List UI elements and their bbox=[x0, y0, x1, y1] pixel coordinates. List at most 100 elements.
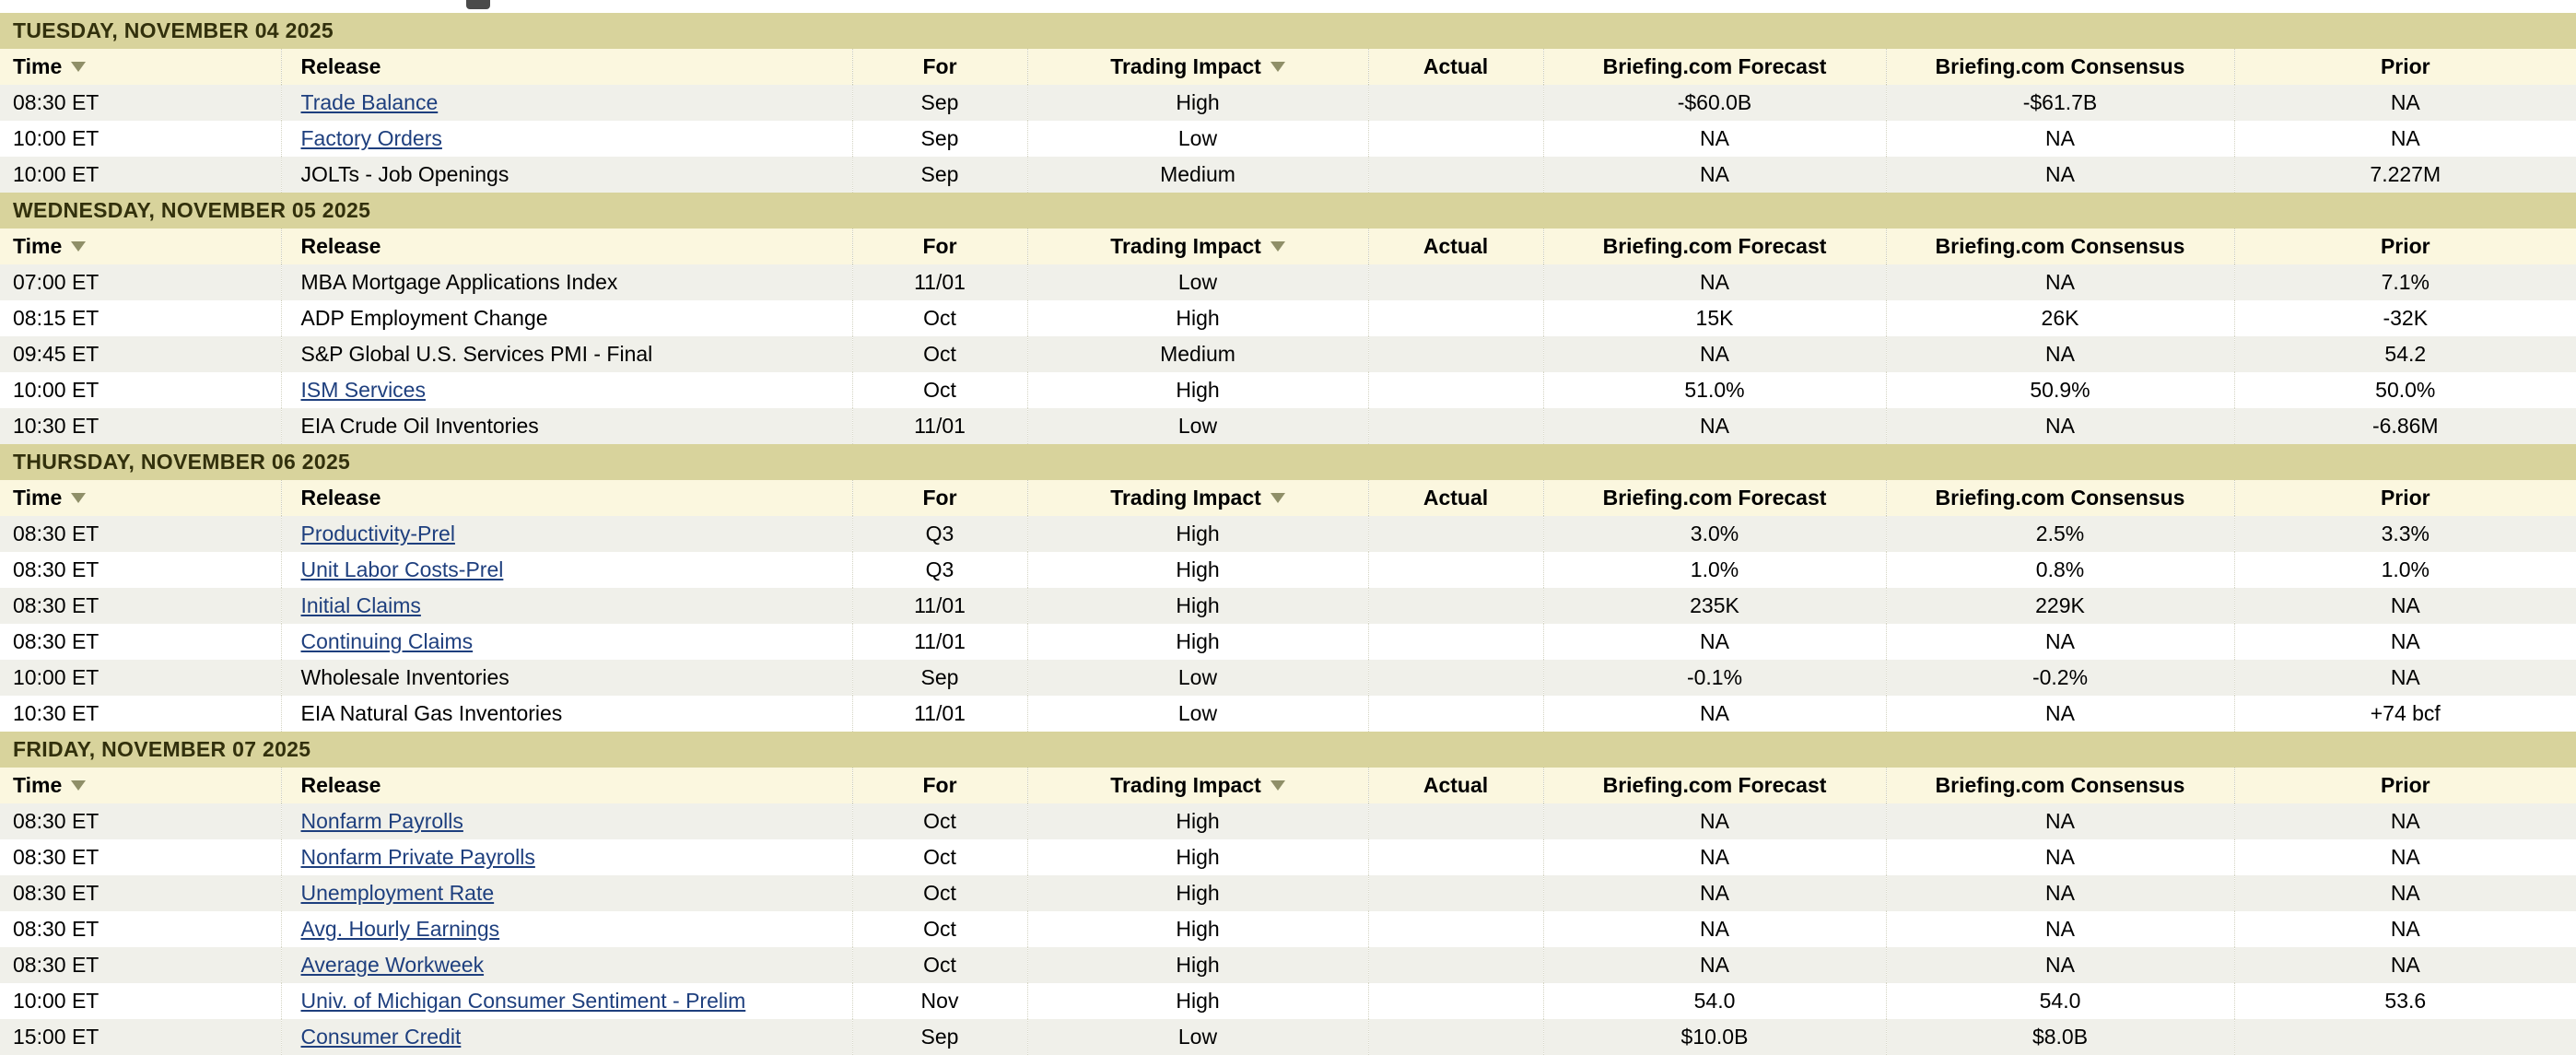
time-cell: 08:30 ET bbox=[0, 947, 282, 983]
release-link[interactable]: Average Workweek bbox=[300, 953, 485, 977]
actual-cell bbox=[1368, 408, 1544, 444]
forecast-cell: NA bbox=[1543, 157, 1887, 193]
sort-desc-icon[interactable] bbox=[1270, 780, 1285, 791]
forecast-cell: NA bbox=[1543, 803, 1887, 839]
column-label: Release bbox=[300, 234, 381, 258]
column-header-time[interactable]: Time bbox=[0, 49, 282, 85]
calendar-row: 10:30 ET EIA Crude Oil Inventories 11/01 Lo… bbox=[0, 408, 2576, 444]
forecast-cell: NA bbox=[1543, 408, 1887, 444]
forecast-cell: NA bbox=[1543, 839, 1887, 875]
release-link[interactable]: Unemployment Rate bbox=[300, 881, 495, 905]
column-header-time[interactable]: Time bbox=[0, 229, 282, 264]
release-cell: EIA Natural Gas Inventories bbox=[281, 696, 853, 732]
prior-cell: NA bbox=[2390, 593, 2420, 617]
actual-cell bbox=[1368, 696, 1544, 732]
column-label: Time bbox=[13, 54, 63, 78]
column-label: Briefing.com Consensus bbox=[1935, 486, 2185, 510]
consensus-cell: -$61.7B bbox=[1886, 85, 2235, 121]
release-label: ADP Employment Change bbox=[300, 306, 548, 330]
actual-cell bbox=[1368, 121, 1544, 157]
time-cell: 10:00 ET bbox=[0, 660, 282, 696]
column-header-impact[interactable]: Trading Impact bbox=[1027, 480, 1369, 516]
release-cell: EIA Crude Oil Inventories bbox=[281, 408, 853, 444]
impact-cell: High bbox=[1027, 624, 1369, 660]
sort-desc-icon[interactable] bbox=[1270, 493, 1285, 503]
release-link[interactable]: Factory Orders bbox=[300, 126, 442, 150]
time-cell: 08:30 ET bbox=[0, 839, 282, 875]
for-cell: Sep bbox=[852, 121, 1028, 157]
calendar-row: 10:00 ET JOLTs - Job Openings Sep Medium NA N… bbox=[0, 157, 2576, 193]
column-header-actual: Actual bbox=[1368, 49, 1544, 85]
time-cell: 08:30 ET bbox=[0, 516, 282, 552]
column-label: Release bbox=[300, 54, 381, 78]
column-header-time[interactable]: Time bbox=[0, 768, 282, 803]
release-cell: Productivity-Prel bbox=[281, 516, 853, 552]
release-link[interactable]: ISM Services bbox=[300, 378, 426, 402]
release-link[interactable]: Productivity-Prel bbox=[300, 522, 455, 545]
sort-desc-icon[interactable] bbox=[1270, 62, 1285, 72]
sort-desc-icon[interactable] bbox=[71, 780, 87, 791]
column-label: Trading Impact bbox=[1110, 234, 1261, 258]
prior-cell: NA bbox=[2390, 845, 2420, 869]
column-header-time[interactable]: Time bbox=[0, 480, 282, 516]
impact-cell: Medium bbox=[1027, 336, 1369, 372]
release-link[interactable]: Initial Claims bbox=[300, 593, 421, 617]
column-label: For bbox=[922, 486, 957, 510]
column-header-release: Release bbox=[281, 768, 853, 803]
release-label: EIA Crude Oil Inventories bbox=[300, 414, 539, 438]
sort-desc-icon[interactable] bbox=[71, 241, 87, 252]
column-label: Briefing.com Consensus bbox=[1935, 234, 2185, 258]
release-link[interactable]: Unit Labor Costs-Prel bbox=[300, 557, 504, 581]
sort-desc-icon[interactable] bbox=[71, 62, 87, 72]
release-link[interactable]: Trade Balance bbox=[300, 90, 439, 114]
prior-cell: 53.6 bbox=[2384, 989, 2427, 1013]
sort-desc-icon[interactable] bbox=[71, 493, 87, 503]
forecast-cell: 3.0% bbox=[1543, 516, 1887, 552]
release-link[interactable]: Consumer Credit bbox=[300, 1025, 462, 1049]
impact-cell: Low bbox=[1027, 264, 1369, 300]
release-link[interactable]: Nonfarm Payrolls bbox=[300, 809, 463, 833]
calendar-row: 10:00 ET Factory Orders Sep Low NA NA NA bbox=[0, 121, 2576, 157]
release-link[interactable]: Avg. Hourly Earnings bbox=[300, 917, 500, 941]
release-label: MBA Mortgage Applications Index bbox=[300, 270, 618, 294]
release-link[interactable]: Nonfarm Private Payrolls bbox=[300, 845, 535, 869]
column-label: For bbox=[922, 54, 957, 78]
column-header-forecast: Briefing.com Forecast bbox=[1543, 480, 1887, 516]
for-cell: Sep bbox=[852, 85, 1028, 121]
column-header-for: For bbox=[852, 480, 1028, 516]
release-cell: MBA Mortgage Applications Index bbox=[281, 264, 853, 300]
for-cell: Oct bbox=[852, 372, 1028, 408]
release-cell: JOLTs - Job Openings bbox=[281, 157, 853, 193]
column-header-impact[interactable]: Trading Impact bbox=[1027, 49, 1369, 85]
release-link[interactable]: Continuing Claims bbox=[300, 629, 474, 653]
column-label: Actual bbox=[1423, 486, 1489, 510]
actual-cell bbox=[1368, 552, 1544, 588]
release-link[interactable]: Univ. of Michigan Consumer Sentiment - P… bbox=[300, 989, 746, 1013]
sort-desc-icon[interactable] bbox=[1270, 241, 1285, 252]
column-label: Time bbox=[13, 486, 63, 510]
consensus-cell: NA bbox=[1886, 696, 2235, 732]
day-header: TUESDAY, NOVEMBER 04 2025 bbox=[0, 13, 2576, 49]
column-header-impact[interactable]: Trading Impact bbox=[1027, 229, 1369, 264]
prior-cell: -6.86M bbox=[2371, 414, 2439, 438]
calendar-row: 10:00 ET Wholesale Inventories Sep Low -0.1%… bbox=[0, 660, 2576, 696]
day-header: WEDNESDAY, NOVEMBER 05 2025 bbox=[0, 193, 2576, 229]
column-label: Trading Impact bbox=[1110, 54, 1261, 78]
impact-cell: Low bbox=[1027, 121, 1369, 157]
calendar-row: 15:00 ET Consumer Credit Sep Low $10.0B $8.0B bbox=[0, 1019, 2576, 1055]
actual-cell bbox=[1368, 85, 1544, 121]
impact-cell: High bbox=[1027, 372, 1369, 408]
release-cell: Unit Labor Costs-Prel bbox=[281, 552, 853, 588]
consensus-cell: 26K bbox=[1886, 300, 2235, 336]
calendar-row: 08:15 ET ADP Employment Change Oct High 15K 2… bbox=[0, 300, 2576, 336]
actual-cell bbox=[1368, 839, 1544, 875]
column-header-impact[interactable]: Trading Impact bbox=[1027, 768, 1369, 803]
column-header-prior: Prior bbox=[2234, 49, 2576, 85]
consensus-cell: $8.0B bbox=[1886, 1019, 2235, 1055]
impact-cell: Medium bbox=[1027, 157, 1369, 193]
column-label: Briefing.com Consensus bbox=[1935, 773, 2185, 797]
actual-cell bbox=[1368, 264, 1544, 300]
release-label: JOLTs - Job Openings bbox=[300, 162, 509, 186]
time-cell: 10:30 ET bbox=[0, 408, 282, 444]
